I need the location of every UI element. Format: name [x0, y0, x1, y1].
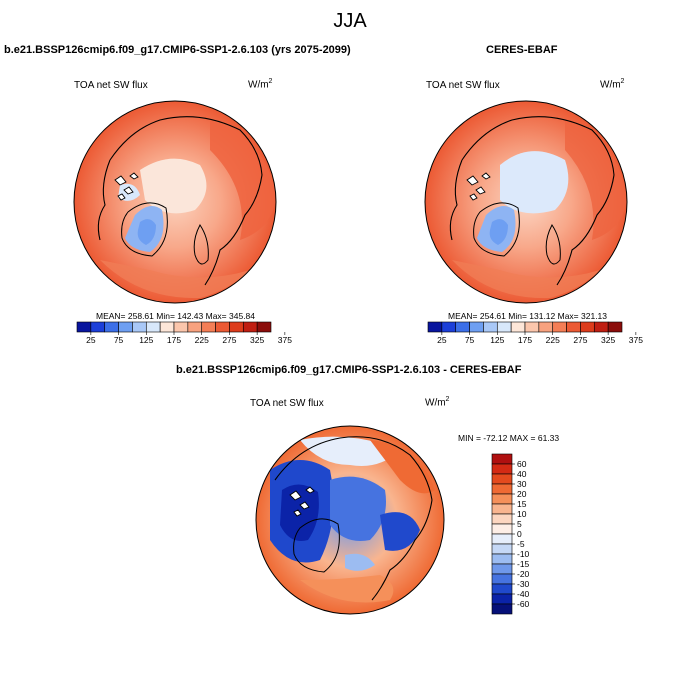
colorbar-3-box-12: [491, 573, 513, 585]
colorbar-3-tick-label-3: 20: [517, 489, 527, 499]
panel-1-units: W/m2: [248, 78, 273, 91]
colorbar-2-tick-label-3: 175: [518, 335, 532, 345]
panel-3-title: b.e21.BSSP126cmip6.f09_g17.CMIP6-SSP1-2.…: [176, 364, 522, 376]
colorbar-3-box-3: [491, 483, 513, 495]
colorbar-3-box-10: [491, 553, 513, 565]
map-3-mixed-patch: [345, 553, 375, 571]
map-1-greenland-outline: [121, 202, 168, 257]
map-2-greenland-outline: [473, 202, 520, 257]
panel-2-stats: MEAN= 254.61 Min= 131.12 Max= 321.13: [448, 311, 608, 321]
panel-1-variable-label: TOA net SW flux: [74, 80, 148, 91]
colorbar-1-tick-label-5: 275: [222, 335, 236, 345]
map-1-scandinavia: [193, 224, 209, 265]
colorbar-2-tick-label-0: 25: [437, 335, 447, 345]
colorbar-3-box-5: [491, 503, 513, 515]
colorbar-3-box-6: [491, 513, 513, 525]
colorbar-3-box-15: [491, 603, 513, 615]
colorbar-3-tick-label-10: -15: [517, 559, 530, 569]
colorbar-3-tick-label-14: -60: [517, 599, 530, 609]
colorbar-3-tick-label-11: -20: [517, 569, 530, 579]
map-1-archipelago: [114, 172, 139, 201]
colorbar-2-tick-label-6: 325: [601, 335, 615, 345]
figure-title: JJA: [333, 10, 367, 32]
map-3-coastline-north: [274, 436, 433, 501]
map-2-scandinavia: [545, 224, 561, 265]
colorbar-2-tick-label-2: 125: [490, 335, 504, 345]
map-2-coastline-east: [556, 174, 615, 286]
map-2-warm-band: [565, 120, 627, 240]
colorbar-1-tick-label-4: 225: [195, 335, 209, 345]
map-2-warm-band-south: [452, 260, 600, 299]
panel-3-variable-label: TOA net SW flux: [250, 398, 324, 409]
colorbar-3-box-13: [491, 583, 513, 595]
colorbar-3-tick-label-1: 40: [517, 469, 527, 479]
colorbar-3-box-0: [491, 453, 513, 465]
map-3-negative-arctic: [330, 476, 386, 541]
panel-2-units: W/m2: [600, 78, 625, 91]
map-3-archipelago: [289, 486, 315, 517]
colorbar-3-tick-label-8: -5: [517, 539, 525, 549]
map-1-coastline-north: [109, 116, 263, 176]
colorbar-3-tick-label-4: 15: [517, 499, 527, 509]
map-3-negative-east: [380, 512, 420, 551]
colorbar-3-box-9: [491, 543, 513, 555]
map-1-greenland-ice-inner: [137, 219, 156, 245]
map-3-positive-north: [370, 440, 435, 494]
colorbar-3-box-11: [491, 563, 513, 575]
colorbar-1-box-13: [256, 321, 272, 333]
colorbar-3-tick-label-13: -40: [517, 589, 530, 599]
colorbar-3-tick-label-12: -30: [517, 579, 530, 589]
colorbar-1-tick-label-2: 125: [139, 335, 153, 345]
colorbar-1-tick-label-3: 175: [167, 335, 181, 345]
colorbar-2-tick-label-7: 375: [629, 335, 643, 345]
colorbar-2-tick-label-5: 275: [573, 335, 587, 345]
map-2-coastline-west: [449, 159, 463, 241]
colorbar-3-tick-label-6: 5: [517, 519, 522, 529]
map-1-arctic-pale: [140, 158, 207, 214]
colorbar-1-tick-label-7: 375: [278, 335, 292, 345]
panel-3-units: W/m2: [425, 396, 450, 409]
colorbar-1-tick-label-6: 325: [250, 335, 264, 345]
map-1-warm-band: [210, 120, 276, 240]
colorbar-3-tick-label-0: 60: [517, 459, 527, 469]
map-3-coastline-east: [371, 499, 433, 601]
colorbar-3-box-2: [491, 473, 513, 485]
panel-2-title: CERES-EBAF: [486, 44, 558, 56]
colorbar-3-box-8: [491, 533, 513, 545]
colorbar-2-box-13: [607, 321, 623, 333]
colorbar-3-box-1: [491, 463, 513, 475]
map-2-greenland-ice-inner: [489, 219, 508, 245]
map-1-warm-band-south: [100, 260, 250, 299]
colorbar-1-tick-label-0: 25: [86, 335, 96, 345]
panel-2-variable-label: TOA net SW flux: [426, 80, 500, 91]
colorbar-1-tick-label-1: 75: [114, 335, 124, 345]
colorbar-3-box-4: [491, 493, 513, 505]
colorbar-2-tick-label-1: 75: [465, 335, 475, 345]
map-2-arctic-ice: [500, 151, 569, 214]
panel-1-title: b.e21.BSSP126cmip6.f09_g17.CMIP6-SSP1-2.…: [4, 44, 351, 56]
colorbar-2-tick-label-4: 225: [546, 335, 560, 345]
map-2-archipelago: [466, 172, 491, 201]
colorbar-3-tick-label-5: 10: [517, 509, 527, 519]
map-1-coastline-east: [204, 174, 263, 286]
panel-3-stats: MIN = -72.12 MAX = 61.33: [458, 433, 560, 443]
colorbar-3-tick-label-9: -10: [517, 549, 530, 559]
map-3-greenland-outline: [293, 518, 340, 573]
colorbar-3-box-7: [491, 523, 513, 535]
map-2-coastline-north: [461, 116, 615, 176]
map-3-positive-south: [300, 575, 394, 603]
colorbar-3-box-14: [491, 593, 513, 605]
colorbar-3-tick-label-2: 30: [517, 479, 527, 489]
colorbar-3-tick-label-7: 0: [517, 529, 522, 539]
panel-1-stats: MEAN= 258.61 Min= 142.43 Max= 345.84: [96, 311, 256, 321]
map-1-coastline-west: [97, 159, 111, 241]
